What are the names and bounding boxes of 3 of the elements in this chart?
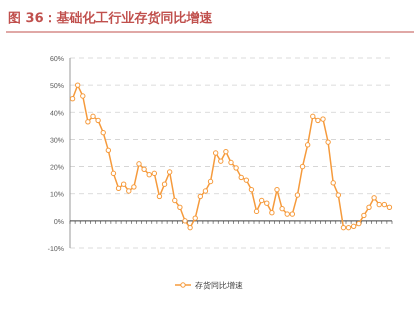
legend: 存货同比增速 bbox=[175, 281, 243, 290]
title: 图 36：基础化工行业存货同比增速 bbox=[8, 11, 213, 26]
legend-label: 存货同比增速 bbox=[195, 281, 243, 290]
